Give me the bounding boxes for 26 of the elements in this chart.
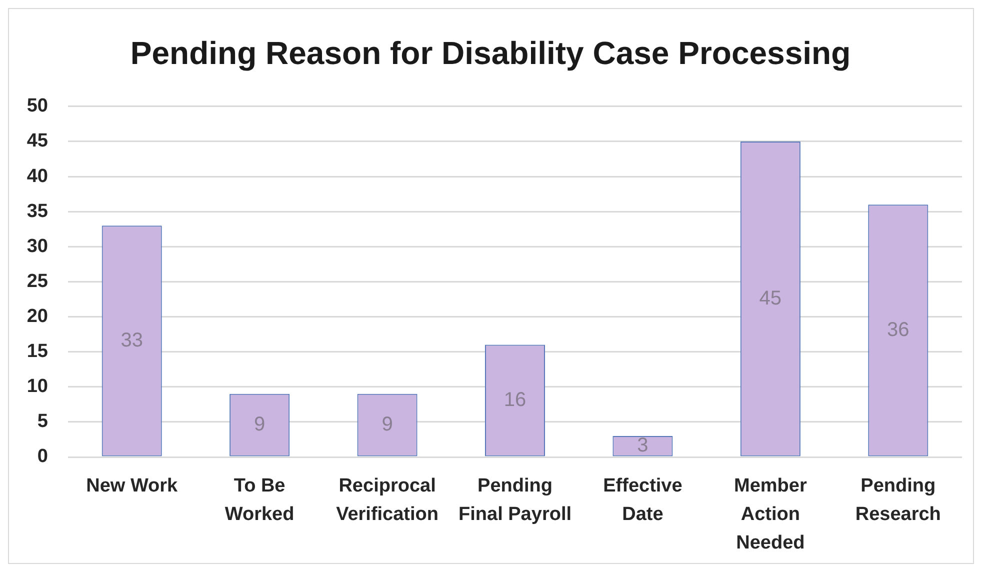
y-tick-label: 35	[26, 200, 48, 222]
data-label: 9	[382, 414, 393, 436]
y-tick-label: 30	[26, 236, 48, 257]
chart-title: Pending Reason for Disability Case Processing	[130, 35, 851, 72]
y-tick-label: 45	[26, 130, 48, 152]
y-tick-label: 10	[26, 376, 48, 398]
y-tick-label: 0	[37, 446, 48, 468]
x-tick-label: Pending Research	[855, 475, 941, 525]
x-tick-label: Member Action Needed	[734, 475, 808, 554]
x-tick-label: Effective Date	[603, 475, 682, 525]
x-tick-label: Pending Final Payroll	[458, 475, 572, 525]
data-label: 33	[120, 329, 143, 352]
x-tick-label: Reciprocal Verification	[336, 475, 438, 525]
data-label: 45	[759, 287, 782, 310]
x-tick-label: New Work	[86, 475, 178, 496]
y-tick-label: 15	[26, 341, 48, 362]
data-label: 3	[637, 434, 648, 457]
x-tick-label: To Be Worked	[224, 475, 294, 525]
data-label: 9	[254, 414, 266, 436]
y-tick-label: 50	[26, 96, 48, 117]
data-label: 36	[887, 318, 910, 341]
y-tick-label: 20	[26, 306, 48, 327]
data-label: 16	[504, 389, 526, 412]
y-tick-label: 25	[26, 270, 48, 292]
y-tick-label: 5	[37, 411, 48, 432]
y-tick-label: 40	[26, 166, 48, 187]
